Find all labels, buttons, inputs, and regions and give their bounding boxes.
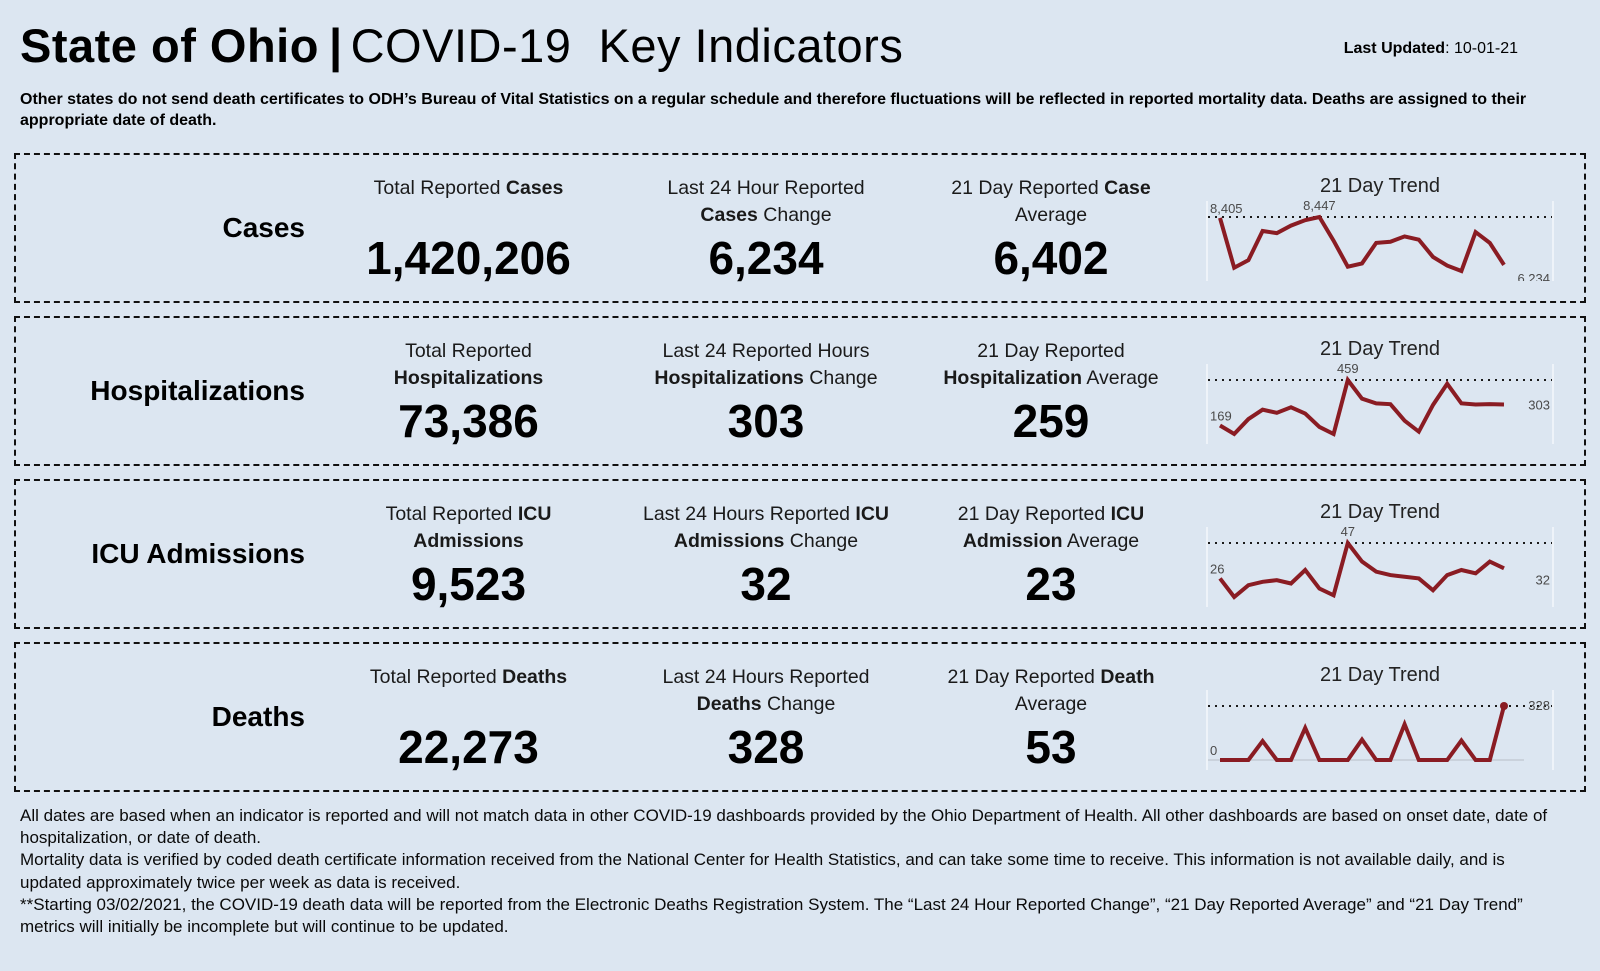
svg-text:459: 459	[1337, 364, 1359, 376]
page-title: State of Ohio | COVID-19 Key Indicators	[20, 18, 903, 73]
icu-change-value: 32	[740, 558, 792, 611]
deaths-total-title: Total Reported Deaths	[369, 666, 568, 689]
hospitalizations-trend-chart: 169 459 303	[1206, 364, 1554, 445]
row-label-cases: Cases	[222, 212, 305, 244]
row-label-hospitalizations: Hospitalizations	[90, 375, 305, 407]
page-title-main: State of Ohio	[20, 19, 319, 72]
icu-change-metric: Last 24 Hours Reported ICU Admissions Ch…	[626, 481, 906, 627]
footer-notes: All dates are based when an indicator is…	[20, 805, 1566, 938]
svg-text:328: 328	[1528, 698, 1550, 713]
indicator-rows: Cases Total Reported Cases 1,420,206 Las…	[14, 153, 1586, 793]
svg-text:47: 47	[1341, 527, 1355, 539]
cases-total-metric: Total Reported Cases 1,420,206	[311, 155, 626, 301]
hospitalizations-change-metric: Last 24 Reported Hours Hospitalizations …	[626, 318, 906, 464]
svg-text:0: 0	[1210, 743, 1217, 758]
deaths-average-title: 21 Day Reported Death Average	[947, 666, 1155, 715]
cases-total-value: 1,420,206	[366, 232, 571, 285]
deaths-trend: 21 Day Trend 0 328	[1196, 644, 1584, 790]
icu-average-value: 23	[1025, 558, 1077, 611]
icu-trend: 21 Day Trend 26 47 32	[1196, 481, 1584, 627]
cases-average-title: 21 Day Reported Case Average	[951, 177, 1151, 226]
icu-total-metric: Total Reported ICU Admissions 9,523	[311, 481, 626, 627]
deaths-trend-chart: 0 328	[1206, 690, 1554, 771]
row-label-icu-admissions: ICU Admissions	[91, 538, 305, 570]
icu-trend-title: 21 Day Trend	[1319, 501, 1441, 524]
deaths-trend-title: 21 Day Trend	[1319, 664, 1441, 687]
row-label-deaths: Deaths	[211, 701, 305, 733]
cases-change-metric: Last 24 Hour Reported Cases Change 6,234	[626, 155, 906, 301]
svg-text:8,405: 8,405	[1210, 201, 1243, 216]
cases-average-metric: 21 Day Reported Case Average 6,402	[906, 155, 1196, 301]
indicator-row-cases: Cases Total Reported Cases 1,420,206 Las…	[14, 153, 1586, 304]
cases-trend: 21 Day Trend 8,405 8,447 6,234	[1196, 155, 1584, 301]
deaths-change-title: Last 24 Hours Reported Deaths Change	[662, 666, 870, 715]
icu-average-title: 21 Day Reported ICU Admission Average	[957, 503, 1145, 552]
last-updated-label: Last Updated	[1343, 40, 1446, 57]
header: State of Ohio | COVID-19 Key Indicators La…	[14, 0, 1586, 73]
hospitalizations-average-value: 259	[1012, 395, 1090, 448]
icu-change-title: Last 24 Hours Reported ICU Admissions Ch…	[642, 503, 890, 552]
page-title-sub: COVID-19 Key Indicators	[350, 19, 904, 72]
svg-text:169: 169	[1210, 409, 1232, 424]
hospitalizations-average-metric: 21 Day Reported Hospitalization Average …	[906, 318, 1196, 464]
footer-note-edrs: **Starting 03/02/2021, the COVID-19 deat…	[20, 894, 1523, 936]
last-updated: Last Updated: 10-01-21	[1344, 40, 1518, 58]
hospitalizations-trend: 21 Day Trend 169 459 303	[1196, 318, 1584, 464]
cases-total-title: Total Reported Cases	[373, 177, 564, 200]
deaths-total-metric: Total Reported Deaths 22,273	[311, 644, 626, 790]
footer-note-mortality: Mortality data is verified by coded deat…	[20, 850, 1505, 892]
hospitalizations-average-title: 21 Day Reported Hospitalization Average	[943, 340, 1159, 389]
icu-total-title: Total Reported ICU Admissions	[385, 503, 552, 552]
deaths-average-metric: 21 Day Reported Death Average 53	[906, 644, 1196, 790]
deaths-change-metric: Last 24 Hours Reported Deaths Change 328	[626, 644, 906, 790]
cases-trend-chart: 8,405 8,447 6,234	[1206, 201, 1554, 282]
cases-trend-title: 21 Day Trend	[1319, 175, 1441, 198]
indicator-row-hospitalizations: Hospitalizations Total Reported Hospital…	[14, 316, 1586, 467]
hospitalizations-total-value: 73,386	[398, 395, 539, 448]
svg-text:32: 32	[1536, 573, 1550, 588]
icu-total-value: 9,523	[410, 558, 527, 611]
mortality-disclaimer: Other states do not send death certifica…	[20, 91, 1527, 130]
cases-change-value: 6,234	[708, 232, 824, 285]
svg-text:303: 303	[1528, 398, 1550, 413]
last-updated-value: : 10-01-21	[1445, 40, 1518, 57]
hospitalizations-total-metric: Total Reported Hospitalizations 73,386	[311, 318, 626, 464]
hospitalizations-trend-title: 21 Day Trend	[1319, 338, 1441, 361]
indicator-row-deaths: Deaths Total Reported Deaths 22,273 Last…	[14, 642, 1586, 793]
icu-trend-chart: 26 47 32	[1206, 527, 1554, 608]
hospitalizations-change-value: 303	[727, 395, 805, 448]
hospitalizations-total-title: Total Reported Hospitalizations	[393, 340, 544, 389]
icu-average-metric: 21 Day Reported ICU Admission Average 23	[906, 481, 1196, 627]
cases-average-value: 6,402	[993, 232, 1109, 285]
deaths-total-value: 22,273	[398, 721, 539, 774]
hospitalizations-change-title: Last 24 Reported Hours Hospitalizations …	[654, 340, 878, 389]
svg-text:6,234: 6,234	[1517, 271, 1550, 281]
indicator-row-icu-admissions: ICU Admissions Total Reported ICU Admiss…	[14, 479, 1586, 630]
deaths-average-value: 53	[1025, 721, 1077, 774]
page-title-divider: |	[328, 19, 343, 72]
svg-text:8,447: 8,447	[1303, 201, 1336, 213]
svg-text:26: 26	[1210, 562, 1224, 577]
cases-change-title: Last 24 Hour Reported Cases Change	[667, 177, 865, 226]
footer-note-dates: All dates are based when an indicator is…	[20, 806, 1548, 848]
deaths-change-value: 328	[727, 721, 805, 774]
